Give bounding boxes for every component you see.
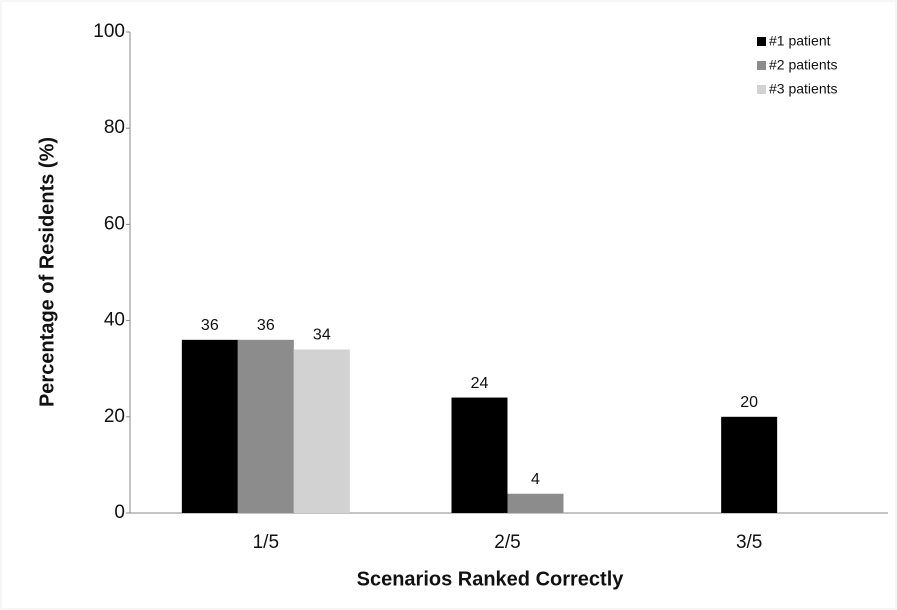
x-tick-label: 3/5	[736, 532, 762, 553]
bar	[451, 397, 508, 513]
y-tick-label: 80	[104, 117, 125, 138]
legend-label: #3 patients	[769, 81, 838, 97]
value-label: 34	[313, 327, 331, 344]
bar	[293, 349, 350, 513]
value-label: 4	[531, 471, 540, 488]
x-tick-label: 2/5	[494, 532, 520, 553]
x-tick-label: 1/5	[253, 532, 279, 553]
x-axis-title: Scenarios Ranked Correctly	[357, 568, 625, 590]
y-tick-label: 60	[104, 213, 125, 234]
y-tick-label: 0	[114, 502, 125, 523]
legend-swatch	[757, 61, 766, 70]
y-tick-label: 20	[104, 406, 125, 427]
legend-label: #1 patient	[769, 33, 831, 49]
bar	[237, 339, 294, 513]
legend-label: #2 patients	[769, 57, 838, 73]
y-tick-label: 40	[104, 310, 125, 331]
legend-swatch	[757, 37, 766, 46]
value-label: 36	[201, 317, 219, 334]
y-axis-title: Percentage of Residents (%)	[36, 137, 58, 407]
value-label: 24	[471, 375, 489, 392]
bar	[507, 493, 564, 513]
value-label: 36	[257, 317, 275, 334]
bar	[721, 416, 778, 513]
bar	[181, 339, 238, 513]
legend-swatch	[757, 85, 766, 94]
y-tick-label: 100	[93, 21, 125, 42]
value-label: 20	[740, 394, 758, 411]
